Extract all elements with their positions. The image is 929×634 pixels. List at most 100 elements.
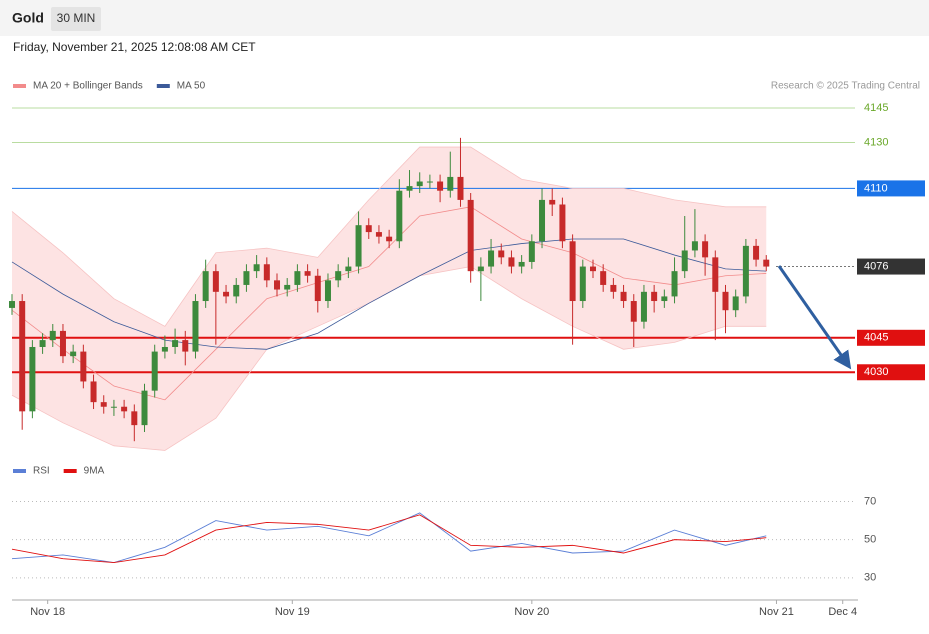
level-label: 4110: [864, 182, 888, 194]
candle-body: [386, 236, 393, 242]
candle-body: [753, 245, 760, 260]
candle-body: [100, 402, 107, 407]
level-label: 4145: [864, 102, 888, 114]
candle-body: [437, 181, 444, 191]
candle-body: [477, 266, 484, 272]
legend-label: MA 20 + Bollinger Bands: [33, 81, 143, 92]
datetime: Friday, November 21, 2025 12:08:08 AM CE…: [13, 40, 256, 54]
candle-body: [559, 204, 566, 242]
candle-body: [651, 291, 658, 302]
candle-body: [763, 259, 770, 267]
candle-body: [161, 346, 168, 352]
x-tick-label: Nov 20: [514, 606, 549, 618]
candle-body: [294, 271, 301, 285]
candle-body: [151, 351, 158, 391]
candle-body: [549, 199, 556, 205]
title: Gold: [12, 10, 44, 26]
candle-body: [416, 181, 423, 187]
header-bar: [0, 0, 929, 36]
candle-body: [335, 271, 342, 281]
candle-body: [9, 301, 15, 308]
candle-body: [702, 241, 709, 258]
candle-body: [722, 291, 729, 311]
interval: 30 MIN: [57, 11, 96, 25]
candle-body: [243, 271, 250, 285]
candle-body: [518, 261, 525, 267]
level-box: [857, 180, 925, 197]
candle-body: [691, 241, 698, 251]
candle-body: [49, 330, 56, 341]
candle-body: [610, 284, 617, 292]
candle-body: [396, 190, 403, 242]
candle-body: [192, 301, 199, 352]
candle-body: [172, 340, 179, 347]
candle-body: [253, 264, 260, 272]
candle-body: [620, 291, 627, 302]
level-label: 4045: [864, 332, 888, 344]
legend-swatch: [13, 469, 26, 473]
candle-body: [498, 250, 505, 258]
y-tick-label: 30: [864, 572, 876, 584]
candle-body: [375, 232, 382, 237]
candle-body: [630, 301, 637, 322]
candle-body: [263, 264, 270, 281]
candle-body: [488, 250, 495, 267]
candle-body: [640, 291, 647, 322]
candle-body: [579, 266, 586, 302]
x-tick-label: Dec 4: [828, 606, 857, 618]
candle-body: [304, 271, 311, 276]
candle-body: [121, 406, 128, 412]
candle-body: [19, 301, 26, 412]
rsi-line: [11, 514, 767, 563]
level-box: [857, 258, 925, 275]
candle-body: [681, 250, 688, 272]
candle-body: [284, 284, 291, 290]
level-box: [857, 329, 925, 346]
candle-body: [467, 199, 474, 272]
candle-body: [365, 225, 372, 233]
candle-body: [508, 257, 515, 267]
level-box: [857, 364, 925, 381]
candle-body: [141, 390, 148, 426]
candle-body: [70, 351, 77, 357]
candle-body: [426, 181, 433, 183]
legend-label: MA 50: [177, 81, 206, 92]
bollinger-band: [12, 147, 767, 451]
legend-label: 9MA: [84, 466, 105, 477]
candle-body: [80, 351, 87, 382]
x-tick-label: Nov 18: [30, 606, 65, 618]
x-tick-label: Nov 21: [759, 606, 794, 618]
candle-body: [59, 330, 66, 357]
legend-swatch: [63, 469, 77, 473]
x-tick-label: Nov 19: [275, 606, 310, 618]
candle-body: [223, 291, 230, 297]
candle-body: [661, 296, 668, 302]
candle-body: [447, 176, 454, 191]
candle-body: [589, 266, 596, 272]
ma-line: [11, 238, 767, 350]
candle-body: [182, 340, 189, 352]
candle-body: [314, 275, 321, 302]
candle-body: [539, 199, 546, 242]
candle-body: [274, 280, 281, 290]
interval-box: [51, 7, 101, 31]
y-tick-label: 70: [864, 495, 876, 507]
legend-swatch: [13, 84, 26, 88]
candle-body: [202, 271, 209, 302]
candle-body: [110, 406, 117, 408]
rsi-line: [11, 512, 767, 564]
candle-body: [742, 245, 749, 297]
level-label: 4030: [864, 366, 888, 378]
candle-body: [212, 271, 219, 292]
legend-swatch: [156, 84, 170, 88]
candle-body: [457, 176, 464, 200]
candle-body: [345, 266, 352, 272]
candle-body: [355, 225, 362, 267]
source: Research © 2025 Trading Central: [771, 81, 920, 92]
candle-body: [732, 296, 739, 311]
candle-body: [406, 186, 413, 191]
candle-body: [39, 340, 46, 347]
candle-body: [233, 284, 240, 297]
candle-body: [29, 346, 36, 412]
